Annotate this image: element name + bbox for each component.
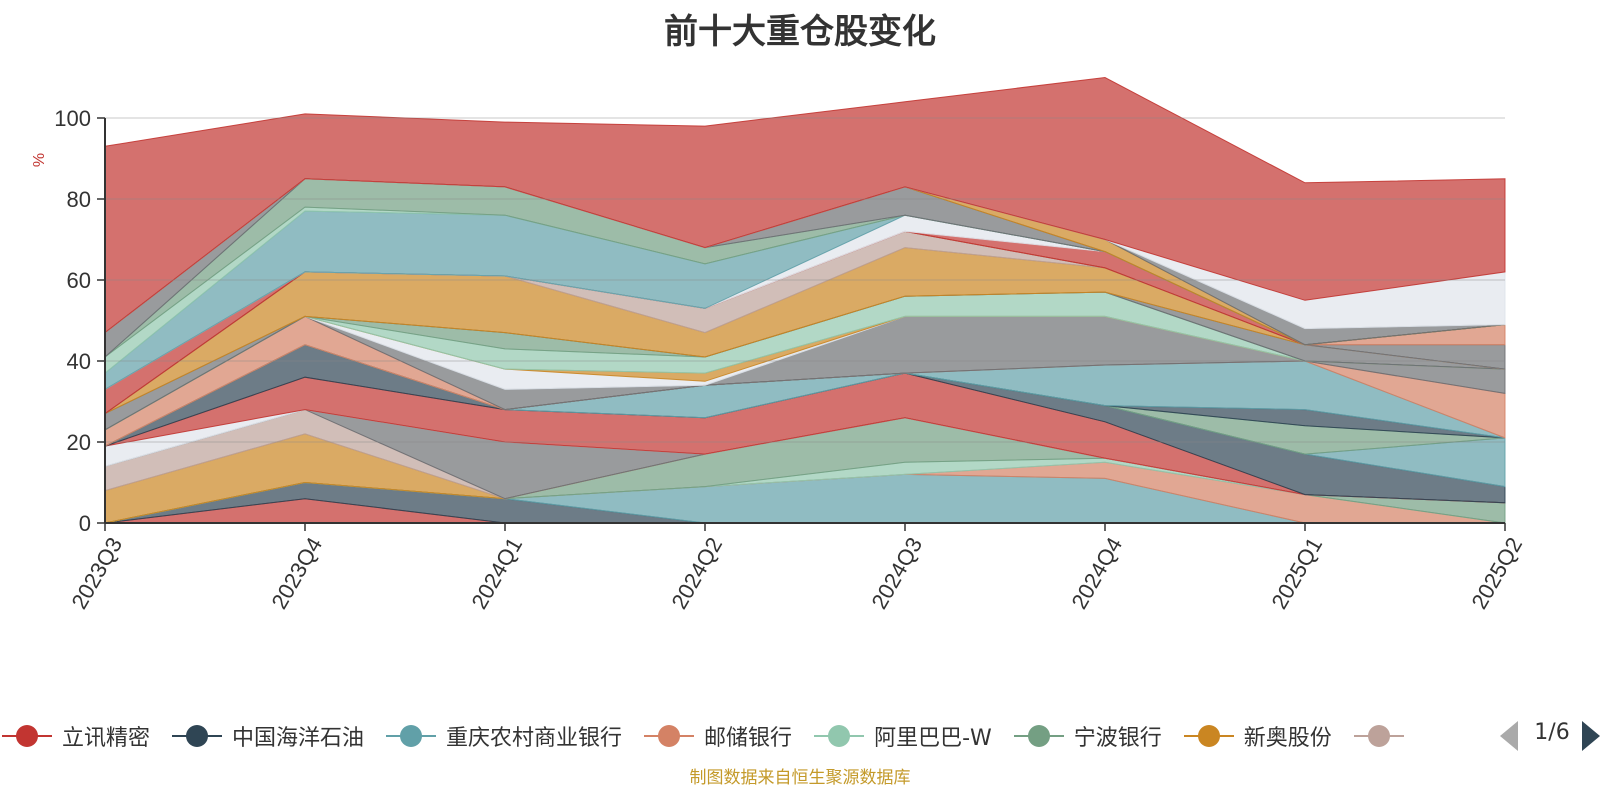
y-axis-label: % [31, 153, 48, 167]
y-tick-label: 0 [79, 511, 91, 536]
chart-title: 前十大重仓股变化 [664, 12, 936, 52]
legend-item[interactable]: 中国海洋石油 [172, 718, 364, 754]
area-series-37 [104, 76, 1506, 334]
legend-marker-icon [1183, 718, 1234, 754]
legend-item[interactable]: 宁波银行 [1013, 718, 1162, 754]
legend-label: 立讯精密 [62, 726, 151, 751]
legend-marker-icon [814, 718, 865, 754]
legend: 立讯精密 中国海洋石油 重庆农村商业银行 邮储银行 阿里巴巴-W 宁波银行 新奥股份 [0, 718, 1500, 754]
x-tick-label: 2025Q2 [1466, 533, 1527, 613]
legend-marker-icon [386, 718, 437, 754]
x-tick-label: 2024Q2 [666, 533, 727, 613]
legend-page-indicator: 1/6 [1534, 720, 1570, 745]
y-tick-label: 40 [67, 349, 91, 374]
y-tick-label: 20 [67, 430, 91, 455]
legend-item[interactable]: 立讯精密 [2, 718, 150, 754]
legend-pager: 1/6 [1500, 718, 1600, 754]
legend-next-icon[interactable] [1582, 721, 1600, 751]
x-tick-label: 2024Q4 [1066, 533, 1127, 613]
x-tick-label: 2025Q1 [1266, 533, 1327, 613]
y-tick-label: 80 [67, 187, 91, 212]
legend-prev-icon[interactable] [1500, 721, 1518, 751]
y-tick-label: 60 [67, 268, 91, 293]
legend-item[interactable]: 重庆农村商业银行 [386, 718, 622, 754]
legend-label: 中国海洋石油 [232, 726, 365, 751]
area-series-group [104, 76, 1506, 524]
legend-item[interactable]: 邮储银行 [644, 718, 792, 754]
legend-label: 重庆农村商业银行 [446, 726, 623, 751]
x-tick-label: 2023Q3 [66, 533, 127, 613]
legend-marker-icon [172, 718, 223, 754]
y-tick-label: 100 [54, 106, 91, 131]
x-tick-label: 2024Q3 [866, 533, 927, 613]
legend-marker-icon [1013, 718, 1064, 754]
legend-marker-icon [644, 718, 695, 754]
x-tick-label: 2024Q1 [466, 533, 527, 613]
legend-label: 新奥股份 [1243, 726, 1332, 751]
x-tick-label: 2023Q4 [266, 533, 327, 613]
legend-label: 宁波银行 [1073, 726, 1162, 751]
y-gridlines [105, 117, 1505, 443]
legend-item[interactable] [1353, 718, 1414, 754]
legend-label: 邮储银行 [704, 726, 793, 751]
legend-marker-icon [2, 718, 52, 754]
legend-marker-icon [1353, 718, 1404, 754]
legend-item[interactable]: 阿里巴巴-W [814, 718, 992, 754]
legend-label: 阿里巴巴-W [874, 726, 992, 751]
legend-item[interactable]: 新奥股份 [1183, 718, 1332, 754]
data-source-note: 制图数据来自恒生聚源数据库 [689, 768, 911, 788]
